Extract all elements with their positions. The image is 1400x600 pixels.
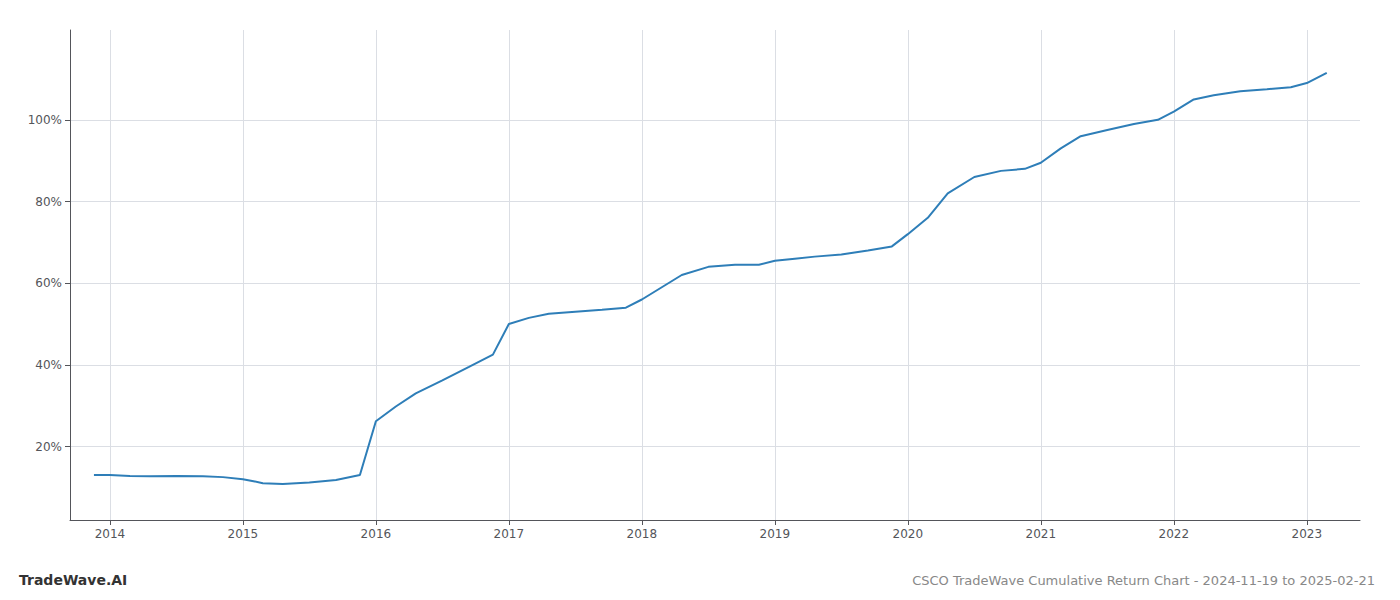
- svg-text:100%: 100%: [28, 113, 62, 127]
- svg-text:20%: 20%: [35, 440, 62, 454]
- svg-text:60%: 60%: [35, 276, 62, 290]
- svg-text:CSCO TradeWave Cumulative Retu: CSCO TradeWave Cumulative Return Chart -…: [912, 573, 1375, 588]
- svg-text:40%: 40%: [35, 358, 62, 372]
- svg-text:2018: 2018: [627, 527, 658, 541]
- svg-text:80%: 80%: [35, 195, 62, 209]
- svg-text:2014: 2014: [95, 527, 126, 541]
- svg-text:2016: 2016: [361, 527, 392, 541]
- svg-text:2017: 2017: [494, 527, 525, 541]
- svg-text:2023: 2023: [1292, 527, 1323, 541]
- svg-text:2019: 2019: [760, 527, 791, 541]
- svg-text:2022: 2022: [1159, 527, 1190, 541]
- svg-text:2020: 2020: [893, 527, 924, 541]
- svg-text:2015: 2015: [228, 527, 259, 541]
- svg-text:TradeWave.AI: TradeWave.AI: [19, 572, 127, 588]
- svg-text:2021: 2021: [1026, 527, 1057, 541]
